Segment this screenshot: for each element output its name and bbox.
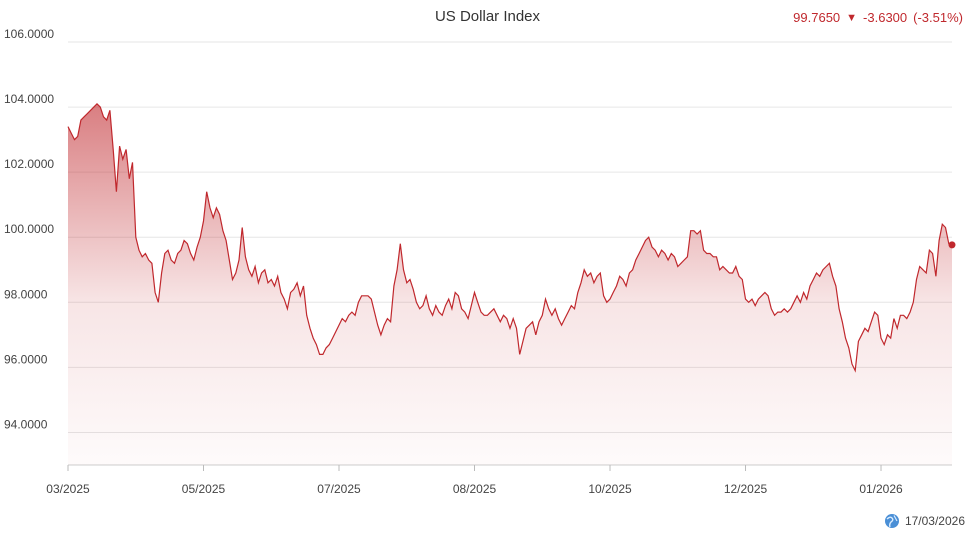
as-of-date-text: 17/03/2026 (904, 514, 965, 528)
change-percent: (-3.51%) (913, 10, 963, 25)
series-line (67, 102, 952, 373)
quote-summary: 99.7650 ▼ -3.6300 (-3.51%) (793, 10, 963, 25)
x-tick-label: 05/2025 (182, 482, 226, 496)
x-tick-label: 12/2025 (724, 482, 768, 496)
as-of-date: 17/03/2026 (884, 513, 965, 529)
x-tick-label: 10/2025 (588, 482, 632, 496)
x-axis: 03/2025 05/2025 07/2025 08/2025 10/2025 12/20… (46, 464, 952, 496)
x-tick-label: 03/2025 (46, 482, 90, 496)
y-tick-label: 94.0000 (4, 417, 48, 431)
y-tick-label: 100.0000 (4, 222, 54, 236)
last-point-marker (948, 241, 956, 249)
x-tick-label: 07/2025 (317, 482, 361, 496)
y-tick-label: 98.0000 (4, 287, 48, 301)
x-tick-label: 01/2026 (859, 482, 903, 496)
y-tick-label: 106.0000 (4, 27, 54, 41)
y-axis: 106.0000 104.0000 102.0000 100.0000 98.0000 9… (4, 27, 54, 431)
y-tick-label: 102.0000 (4, 157, 54, 171)
down-triangle-icon: ▼ (846, 11, 858, 24)
x-tick-label: 08/2025 (453, 482, 497, 496)
y-tick-label: 104.0000 (4, 92, 54, 106)
chart-title: US Dollar Index (434, 8, 541, 25)
globe-icon (884, 514, 899, 528)
series-area (68, 103, 952, 466)
change-value: -3.6300 (863, 10, 908, 25)
y-tick-label: 96.0000 (4, 352, 48, 366)
last-value: 99.7650 (793, 10, 841, 25)
